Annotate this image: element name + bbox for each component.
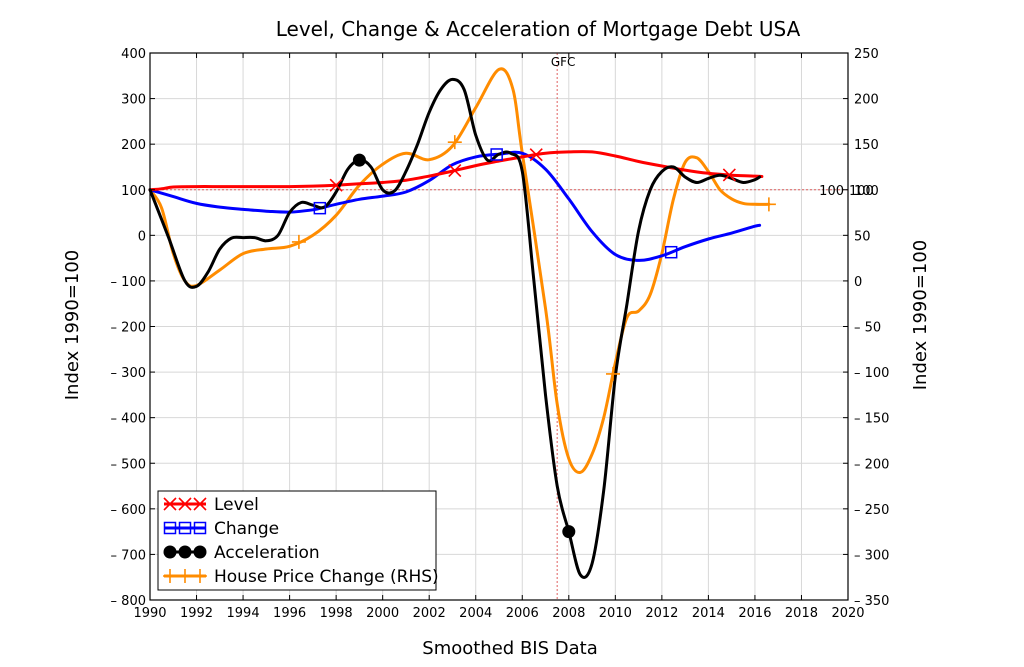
- x-tick-label: 2014: [692, 606, 725, 621]
- x-tick-label: 1998: [320, 606, 353, 621]
- legend: Level Change Acceleration House Price Chang…: [157, 490, 439, 591]
- y-tick-label-left: – 600: [111, 503, 146, 518]
- y-tick-label-right: – 200: [854, 457, 889, 472]
- y-tick-label-right: – 50: [854, 321, 881, 336]
- y-tick-label-left: – 400: [111, 412, 146, 427]
- x-tick-label: 1994: [227, 606, 260, 621]
- series-marker-acceleration: [352, 153, 366, 167]
- legend-marker-acceleration: [163, 545, 177, 559]
- y-tick-label-right: 100: [854, 184, 879, 199]
- x-tick-label: 2018: [785, 606, 818, 621]
- legend-marker-house-price-change-rhs: [178, 569, 192, 583]
- baseline-100-label-left: 100: [819, 184, 844, 199]
- x-tick-label: 2012: [645, 606, 678, 621]
- x-tick-label: 2002: [413, 606, 446, 621]
- x-tick-label: 1996: [273, 606, 306, 621]
- y-tick-label-left: 200: [121, 138, 146, 153]
- y-tick-label-left: – 300: [111, 366, 146, 381]
- y-tick-label-left: – 100: [111, 275, 146, 290]
- y-tick-label-left: 400: [121, 47, 146, 62]
- series-marker-house-price-change-rhs: [606, 366, 621, 381]
- y-tick-label-right: – 100: [854, 366, 889, 381]
- y-tick-label-right: 150: [854, 138, 879, 153]
- y-tick-label-left: 100: [121, 184, 146, 199]
- legend-marker-house-price-change-rhs: [163, 569, 177, 583]
- x-tick-label: 2004: [459, 606, 492, 621]
- series-marker-house-price-change-rhs: [447, 135, 462, 150]
- y-tick-label-left: – 500: [111, 457, 146, 472]
- legend-marker-level: [163, 497, 177, 511]
- y-tick-label-left: 300: [121, 93, 146, 108]
- legend-marker-house-price-change-rhs: [193, 569, 207, 583]
- x-tick-label: 2000: [366, 606, 399, 621]
- y-tick-label-right: 250: [854, 47, 879, 62]
- y-tick-label-right: – 150: [854, 412, 889, 427]
- x-tick-label: 2016: [738, 606, 771, 621]
- y-tick-label-right: – 300: [854, 548, 889, 563]
- axis-ticks: 1990 1992 1994 1996 1998 2000 2002 2004 2006 2008…: [111, 47, 890, 621]
- series-markers: [291, 135, 776, 539]
- y-tick-label-right: 50: [854, 229, 871, 244]
- x-tick-label: 2020: [831, 606, 864, 621]
- series-marker-level: [329, 178, 343, 192]
- x-tick-label: 1990: [133, 606, 166, 621]
- series-marker-acceleration: [562, 525, 576, 539]
- y-tick-label-right: – 250: [854, 503, 889, 518]
- series-marker-level: [722, 168, 736, 182]
- legend-marker-change: [163, 521, 177, 535]
- series-line-acceleration: [148, 77, 762, 579]
- y-tick-label-left: – 700: [111, 548, 146, 563]
- y-tick-label-left: 0: [138, 229, 146, 244]
- series-marker-change: [490, 148, 503, 161]
- chart-title: Level, Change & Acceleration of Mortgage…: [276, 17, 801, 41]
- gfc-label: GFC: [551, 55, 576, 69]
- series-line-house-price-change-rhs: [148, 67, 771, 474]
- series-marker-level: [529, 148, 543, 162]
- legend-marker-change: [178, 521, 192, 535]
- series-line-change: [148, 150, 762, 262]
- y-tick-label-right: – 350: [854, 594, 889, 609]
- legend-marker-change: [193, 521, 207, 535]
- reference-lines: GFC 100 100: [150, 53, 874, 600]
- x-tick-label: 2006: [506, 606, 539, 621]
- y-tick-label-left: – 800: [111, 594, 146, 609]
- legend-label-level: Level: [214, 495, 259, 515]
- y-axis-label-right: Index 1990=100: [910, 240, 931, 391]
- legend-label-acceleration: Acceleration: [214, 543, 320, 563]
- series-lines: [148, 67, 771, 579]
- x-tick-label: 2010: [599, 606, 632, 621]
- legend-label-change: Change: [214, 519, 279, 539]
- x-axis-label: Smoothed BIS Data: [422, 638, 597, 659]
- series-marker-change: [664, 245, 678, 259]
- y-tick-label-right: 0: [854, 275, 862, 290]
- legend-marker-acceleration: [193, 545, 207, 559]
- series-marker-house-price-change-rhs: [291, 234, 306, 249]
- legend-marker-level: [178, 497, 192, 511]
- y-tick-label-right: 200: [854, 93, 879, 108]
- baseline-100-label-right: 100: [849, 184, 874, 199]
- legend-marker-level: [193, 497, 207, 511]
- series-marker-level: [448, 163, 462, 178]
- legend-label-house-price-change-rhs: House Price Change (RHS): [214, 567, 439, 587]
- x-tick-label: 2008: [552, 606, 585, 621]
- series-marker-house-price-change-rhs: [761, 197, 776, 212]
- x-tick-label: 1992: [180, 606, 213, 621]
- legend-marker-acceleration: [178, 545, 192, 559]
- series-marker-change: [313, 201, 327, 215]
- y-axis-label-left: Index 1990=100: [62, 250, 83, 401]
- y-tick-label-left: – 200: [111, 321, 146, 336]
